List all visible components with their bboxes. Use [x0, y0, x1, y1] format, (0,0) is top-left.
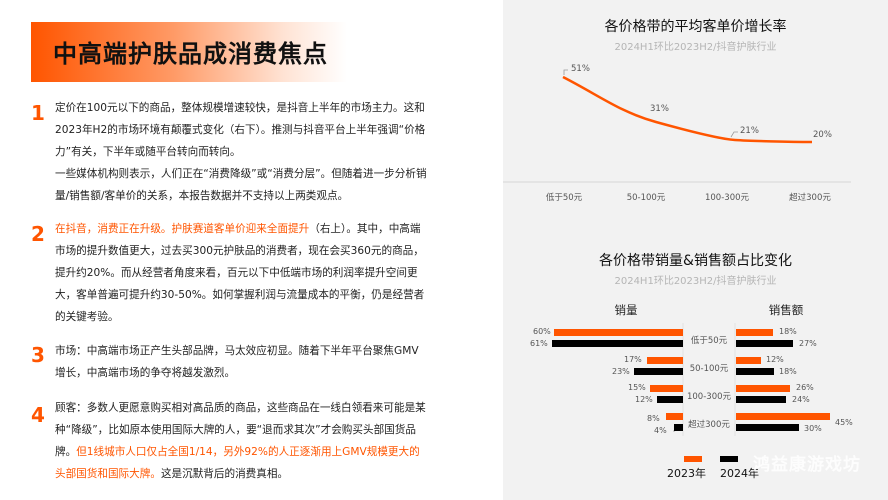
body-text: 顾客：多数人更愿意购买相对高品质的商品，这些商品在一线白领看来可能是某种“降级”… [55, 402, 426, 458]
bar-sales-2024 [736, 368, 774, 375]
bar-value: 26% [796, 383, 814, 392]
bar-volume-2023 [666, 413, 683, 420]
bar-value: 8% [647, 414, 660, 423]
page-title: 中高端护肤品成消费焦点 [53, 40, 328, 68]
bar-value: 17% [624, 355, 642, 364]
bar-volume-2023 [554, 329, 683, 336]
point-number: 4 [31, 403, 45, 427]
bar-sales-2023 [736, 357, 761, 364]
bar-sales-2024 [736, 340, 793, 347]
bar-chart-title: 各价格带销量&销售额占比变化 [599, 253, 792, 269]
bar-value: 4% [654, 426, 667, 435]
point-number: 1 [31, 101, 45, 125]
bar-value: 61% [530, 339, 548, 348]
bar-volume-2024 [552, 340, 683, 347]
body-text: 定价在100元以下的商品，整体规模增速较快，是抖音上半年的市场主力。这和2023… [55, 102, 426, 158]
category-label: 100-300元 [686, 392, 732, 402]
body-text: （右上）。其中，中高端市场的提升数值更大，过去买300元护肤品的消费者，现在会买… [55, 223, 425, 323]
bar-volume-2024 [674, 424, 683, 431]
x-axis-label: 超过300元 [789, 193, 831, 203]
point-text: 定价在100元以下的商品，整体规模增速较快，是抖音上半年的市场主力。这和2023… [55, 97, 427, 207]
bar-value: 23% [612, 367, 630, 376]
legend-swatch-2023 [684, 456, 702, 462]
bar-value: 18% [779, 367, 797, 376]
bar-value: 60% [533, 327, 551, 336]
bar-value: 12% [635, 395, 653, 404]
watermark: 鸿益康游戏坊 [753, 455, 861, 475]
bar-value: 24% [792, 395, 810, 404]
bar-sales-2024 [736, 396, 786, 403]
legend-label-2023: 2023年 [667, 467, 706, 480]
bar-value: 15% [628, 383, 646, 392]
bar-value: 12% [766, 355, 784, 364]
highlight-text: 但1线城市人口仅占全国1/14，另外92%的人正逐渐用上GMV规模更大的头部国货… [55, 446, 420, 480]
bar-volume-2024 [634, 368, 683, 375]
point-text: 市场：中高端市场正产生头部品牌，马太效应初显。随着下半年平台聚焦GMV增长，中高… [55, 340, 427, 384]
line-chart-subtitle: 2024H1环比2023H2/抖音护肤行业 [614, 42, 777, 53]
bar-volume-2024 [657, 396, 683, 403]
x-axis-label: 50-100元 [626, 193, 666, 203]
bar-value: 27% [799, 339, 817, 348]
point-label: 21% [740, 126, 759, 136]
left-panel-header: 销量 [614, 303, 638, 317]
point-text: 在抖音，消费正在升级。护肤赛道客单价迎来全面提升（右上）。其中，中高端市场的提升… [55, 218, 427, 328]
category-label: 低于50元 [690, 336, 728, 346]
bar-chart-subtitle: 2024H1环比2023H2/抖音护肤行业 [614, 276, 777, 287]
bar-value: 45% [835, 418, 853, 427]
bar-sales-2023 [736, 413, 830, 420]
x-axis-label: 低于50元 [545, 193, 583, 203]
point-number: 3 [31, 343, 45, 367]
point-text: 顾客：多数人更愿意购买相对高品质的商品，这些商品在一线白领看来可能是某种“降级”… [55, 397, 427, 485]
category-label: 超过300元 [688, 420, 730, 430]
x-axis-label: 100-300元 [704, 193, 750, 203]
body-text: 这是沉默背后的消费真相。 [160, 468, 289, 480]
bar-value: 30% [804, 424, 822, 433]
point-number: 2 [31, 222, 45, 246]
bar-sales-2023 [736, 385, 790, 392]
body-text: 市场：中高端市场正产生头部品牌，马太效应初显。随着下半年平台聚焦GMV增长，中高… [55, 345, 419, 379]
title-banner [31, 22, 347, 82]
right-panel-header: 销售额 [768, 303, 804, 317]
point-label: 20% [813, 130, 832, 140]
line-chart-title: 各价格带的平均客单价增长率 [604, 19, 787, 35]
point-label: 51% [571, 64, 590, 74]
category-label: 50-100元 [689, 364, 729, 374]
legend-swatch-2024 [720, 456, 738, 462]
bar-volume-2023 [647, 357, 683, 364]
bar-volume-2023 [650, 385, 683, 392]
body-text: 一些媒体机构则表示，人们正在“消费降级”或“消费分层”。但随着进一步分析销量/销… [55, 168, 427, 202]
bar-value: 18% [779, 327, 797, 336]
bar-sales-2024 [736, 424, 799, 431]
bar-sales-2023 [736, 329, 773, 336]
point-label: 31% [650, 104, 669, 114]
highlight-text: 在抖音，消费正在升级。护肤赛道客单价迎来全面提升 [55, 223, 310, 235]
legend-label-2024: 2024年 [720, 467, 759, 480]
